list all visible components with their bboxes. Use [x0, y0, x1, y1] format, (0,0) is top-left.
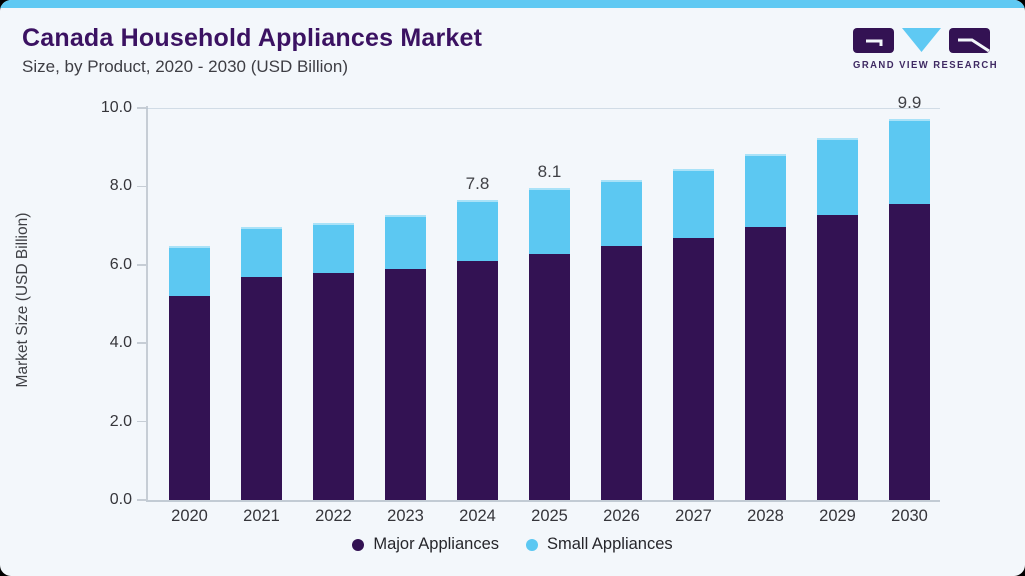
bar-segment-major-appliances	[601, 245, 642, 500]
y-axis-tick	[137, 342, 146, 344]
bar-segment-major-appliances	[889, 203, 930, 500]
bar-segment-major-appliances	[457, 261, 498, 500]
bar-group	[385, 215, 426, 500]
bar-group	[169, 245, 210, 500]
bar-segment-small-appliances	[313, 222, 354, 273]
bar-group	[817, 138, 858, 500]
bar-group	[241, 226, 282, 500]
x-axis-label: 2021	[243, 507, 280, 525]
y-axis-tick-label: 4.0	[109, 334, 132, 352]
x-axis	[146, 500, 940, 502]
bar-segment-major-appliances	[169, 295, 210, 500]
bar-segment-small-appliances	[529, 188, 570, 254]
legend-label-small-appliances: Small Appliances	[547, 535, 673, 553]
gridline-10	[146, 108, 940, 109]
legend-marker-major-appliances	[352, 538, 365, 551]
bar-segment-small-appliances	[457, 199, 498, 262]
page-title: Canada Household Appliances Market	[22, 24, 483, 52]
page-subtitle: Size, by Product, 2020 - 2030 (USD Billi…	[22, 57, 348, 76]
y-axis-tick-label: 10.0	[100, 99, 132, 116]
bar-segment-major-appliances	[385, 268, 426, 500]
legend-label-major-appliances: Major Appliances	[373, 535, 499, 553]
x-axis-label: 2023	[387, 507, 424, 525]
x-axis-label: 2029	[819, 507, 856, 525]
bar-value-label: 9.9	[897, 92, 922, 112]
y-axis-tick	[137, 185, 146, 188]
bar-segment-small-appliances	[673, 168, 714, 239]
bar-segment-small-appliances	[601, 180, 642, 246]
x-axis-label: 2028	[747, 507, 784, 525]
legend: Major Appliances Small Appliances	[0, 535, 1025, 554]
x-axis-label: 2030	[891, 507, 928, 525]
y-axis-tick-label: 0.0	[109, 491, 132, 508]
bar-segment-small-appliances	[745, 153, 786, 227]
bar-segment-small-appliances	[169, 245, 210, 296]
bar-segment-major-appliances	[241, 276, 282, 500]
y-axis-tick	[137, 264, 146, 266]
bar-segment-major-appliances	[745, 226, 786, 500]
bar-group	[889, 118, 930, 500]
x-axis-label: 2027	[675, 507, 712, 525]
y-axis-tick-label: 2.0	[109, 412, 132, 430]
legend-item-major-appliances: Major Appliances	[352, 535, 499, 554]
bar-segment-small-appliances	[889, 118, 930, 204]
bar-value-label: 8.1	[537, 162, 562, 182]
bar-segment-major-appliances	[313, 272, 354, 500]
x-axis-label: 2025	[531, 507, 568, 525]
bar-group	[673, 168, 714, 500]
x-axis-label: 2024	[459, 507, 496, 525]
bar-group	[529, 188, 570, 500]
y-axis-tick-label: 8.0	[109, 177, 132, 195]
y-axis-tick-label: 6.0	[109, 255, 132, 273]
y-axis	[146, 106, 148, 500]
top-accent-bar	[0, 0, 1025, 8]
bar-group	[601, 180, 642, 500]
legend-item-small-appliances: Small Appliances	[526, 535, 673, 554]
bar-group	[457, 199, 498, 500]
x-axis-label: 2020	[171, 507, 208, 525]
bar-group	[745, 153, 786, 501]
bar-segment-small-appliances	[241, 226, 282, 277]
y-axis-tick	[137, 107, 146, 109]
logo-wordmark: GRAND VIEW RESEARCH	[853, 59, 998, 71]
bar-segment-small-appliances	[385, 215, 426, 269]
bar-segment-major-appliances	[673, 238, 714, 500]
x-axis-label: 2026	[603, 507, 640, 525]
bar-segment-major-appliances	[817, 215, 858, 500]
bar-segment-major-appliances	[529, 253, 570, 500]
gvr-logo: GRAND VIEW RESEARCH	[853, 28, 998, 71]
x-axis-label: 2022	[315, 507, 352, 525]
bar-group	[313, 222, 354, 500]
y-axis-title: Market Size (USD Billion)	[14, 212, 31, 388]
logo-v-mark	[902, 28, 941, 52]
bar-value-label: 7.8	[465, 173, 490, 193]
legend-marker-small-appliances	[526, 538, 538, 551]
bar-segment-small-appliances	[817, 138, 858, 216]
y-axis-tick	[137, 420, 146, 423]
y-axis-tick	[137, 499, 146, 501]
